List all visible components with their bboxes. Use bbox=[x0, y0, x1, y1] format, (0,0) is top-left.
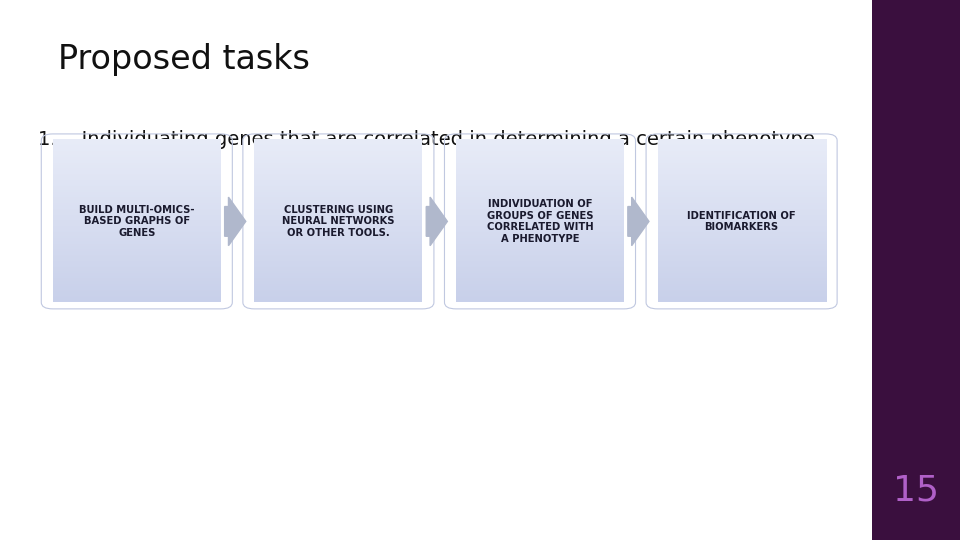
FancyArrow shape bbox=[628, 197, 649, 246]
Text: 15: 15 bbox=[893, 474, 939, 508]
Text: 1.    Individuating genes that are correlated in determining a certain phenotype: 1. Individuating genes that are correlat… bbox=[38, 130, 815, 148]
Text: INDIVIDUATION OF
GROUPS OF GENES
CORRELATED WITH
A PHENOTYPE: INDIVIDUATION OF GROUPS OF GENES CORRELA… bbox=[487, 199, 593, 244]
FancyArrow shape bbox=[426, 197, 447, 246]
FancyBboxPatch shape bbox=[444, 134, 636, 309]
FancyBboxPatch shape bbox=[646, 134, 837, 309]
Text: CLUSTERING USING
NEURAL NETWORKS
OR OTHER TOOLS.: CLUSTERING USING NEURAL NETWORKS OR OTHE… bbox=[282, 205, 395, 238]
FancyArrow shape bbox=[225, 197, 246, 246]
Text: Proposed tasks: Proposed tasks bbox=[58, 43, 309, 76]
FancyBboxPatch shape bbox=[872, 0, 960, 540]
Text: BUILD MULTI-OMICS-
BASED GRAPHS OF
GENES: BUILD MULTI-OMICS- BASED GRAPHS OF GENES bbox=[79, 205, 195, 238]
Text: IDENTIFICATION OF
BIOMARKERS: IDENTIFICATION OF BIOMARKERS bbox=[687, 211, 796, 232]
FancyBboxPatch shape bbox=[243, 134, 434, 309]
FancyBboxPatch shape bbox=[41, 134, 232, 309]
